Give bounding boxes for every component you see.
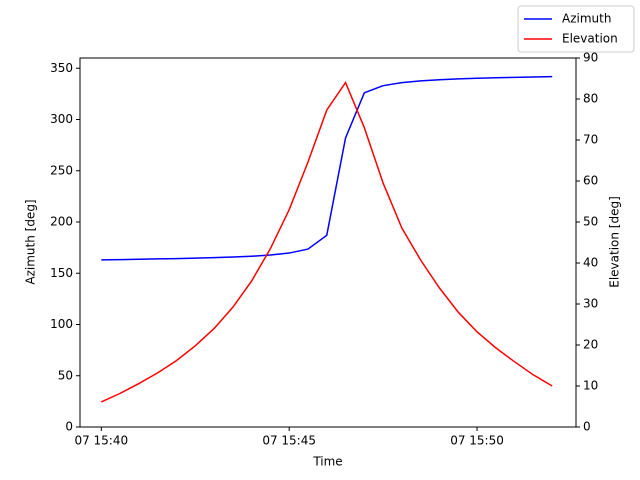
y-tick-label: 200: [50, 215, 73, 229]
y2-tick-label: 10: [583, 379, 598, 393]
y2-tick-label: 0: [583, 420, 591, 434]
y2-tick-label: 20: [583, 338, 598, 352]
y-tick-label: 0: [65, 420, 73, 434]
y-tick-label: 100: [50, 317, 73, 331]
x-axis-label: Time: [312, 455, 342, 469]
plot-frame: [79, 57, 577, 428]
y2-tick-label: 30: [583, 297, 598, 311]
legend-label: Elevation: [562, 32, 618, 46]
series-line: [100, 81, 553, 403]
x-tick-label: 07 15:50: [450, 434, 504, 448]
y2-tick-label: 60: [583, 174, 598, 188]
y2-tick-label: 50: [583, 215, 598, 229]
legend-box: [517, 5, 635, 53]
y-tick-label: 150: [50, 266, 73, 280]
y-axis-label: Azimuth [deg]: [24, 199, 38, 284]
x-tick-label: 07 15:45: [262, 434, 316, 448]
y-tick-label: 50: [58, 368, 73, 382]
y-tick-label: 250: [50, 163, 73, 177]
y2-tick-label: 80: [583, 92, 598, 106]
y-tick-label: 300: [50, 112, 73, 126]
y2-tick-label: 90: [583, 51, 598, 65]
y2-tick-label: 40: [583, 256, 598, 270]
x-tick-label: 07 15:40: [74, 434, 128, 448]
y2-tick-label: 70: [583, 133, 598, 147]
series-line: [101, 75, 553, 261]
legend-label: Azimuth: [562, 12, 611, 26]
y2-axis-label: Elevation [deg]: [608, 196, 622, 288]
y-tick-label: 350: [50, 61, 73, 75]
